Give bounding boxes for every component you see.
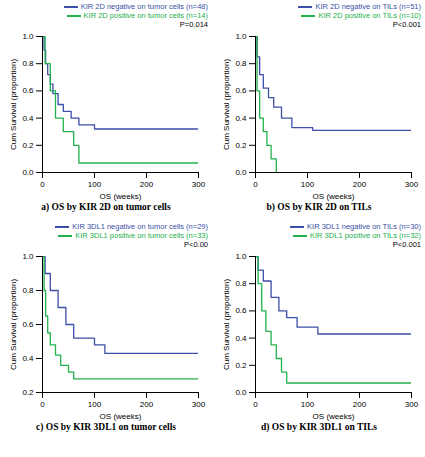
svg-text:0.6: 0.6 [22, 320, 34, 329]
svg-text:0: 0 [40, 400, 45, 409]
html-text:P=0.014: P=0.014 [179, 20, 208, 29]
svg-text:OS (weeks): OS (weeks) [313, 192, 355, 201]
html-text:c) OS by KIR 3DL1 on tumor cel: c) OS by KIR 3DL1 on tumor cells [36, 422, 176, 432]
svg-text:0.4: 0.4 [235, 334, 247, 343]
svg-text:300: 300 [405, 400, 419, 409]
svg-text:0.4: 0.4 [22, 354, 34, 363]
svg-text:0.8: 0.8 [22, 59, 34, 68]
svg-text:0: 0 [253, 400, 258, 409]
svg-text:200: 200 [140, 400, 154, 409]
html-text:a) OS by KIR 2D on tumor cells: a) OS by KIR 2D on tumor cells [41, 202, 171, 212]
svg-text:200: 200 [353, 400, 367, 409]
html-text:KIR 3DL1 positive on tumor cel: KIR 3DL1 positive on tumor cells (n=33) [75, 231, 208, 240]
html-text:KIR 3DL1 negative on TILs (n=3: KIR 3DL1 negative on TILs (n=30) [307, 222, 421, 231]
svg-text:100: 100 [88, 400, 102, 409]
svg-text:0: 0 [253, 180, 258, 189]
svg-text:100: 100 [88, 180, 102, 189]
html-text:P<0.00: P<0.00 [184, 240, 208, 249]
svg-text:0.8: 0.8 [235, 279, 247, 288]
svg-text:100: 100 [301, 180, 315, 189]
svg-text:OS (weeks): OS (weeks) [100, 192, 142, 201]
svg-text:0.6: 0.6 [235, 86, 247, 95]
svg-text:0.0: 0.0 [235, 168, 247, 177]
html-text:KIR 2D negative on tumor cells: KIR 2D negative on tumor cells (n=48) [80, 2, 208, 11]
svg-text:Cum Survival (proportion): Cum Survival (proportion) [9, 59, 18, 150]
html-text:b) OS by KIR 2D on TILs: b) OS by KIR 2D on TILs [266, 202, 372, 212]
html-text:P<0.001: P<0.001 [392, 240, 421, 249]
html-text:KIR 2D positive on tumor cells: KIR 2D positive on tumor cells (n=14) [83, 11, 208, 20]
html-text:P<0.001: P<0.001 [392, 20, 421, 29]
svg-text:Cum Survival (proportion): Cum Survival (proportion) [222, 59, 231, 150]
svg-text:300: 300 [192, 400, 206, 409]
svg-text:1.0: 1.0 [22, 252, 34, 261]
svg-text:300: 300 [405, 180, 419, 189]
svg-text:0: 0 [40, 180, 45, 189]
svg-text:200: 200 [140, 180, 154, 189]
html-text:KIR 3DL1 positive on TILs (n=3: KIR 3DL1 positive on TILs (n=32) [310, 231, 421, 240]
svg-text:Cum Survival (proportion): Cum Survival (proportion) [222, 279, 231, 370]
svg-text:0.8: 0.8 [235, 59, 247, 68]
svg-text:300: 300 [192, 180, 206, 189]
svg-text:OS (weeks): OS (weeks) [100, 412, 142, 421]
svg-text:100: 100 [301, 400, 315, 409]
svg-text:OS (weeks): OS (weeks) [313, 412, 355, 421]
html-text:KIR 2D negative on TILs (n=51): KIR 2D negative on TILs (n=51) [315, 2, 421, 11]
svg-text:0.6: 0.6 [235, 306, 247, 315]
svg-text:0.6: 0.6 [22, 86, 34, 95]
svg-text:0.2: 0.2 [22, 388, 34, 397]
svg-text:1.0: 1.0 [235, 32, 247, 41]
svg-text:0.8: 0.8 [22, 286, 34, 295]
svg-text:1.0: 1.0 [235, 252, 247, 261]
svg-text:0.2: 0.2 [235, 361, 247, 370]
html-text:KIR 2D positive on TILs (n=10): KIR 2D positive on TILs (n=10) [318, 11, 421, 20]
svg-text:0.0: 0.0 [235, 388, 247, 397]
svg-text:0.4: 0.4 [22, 114, 34, 123]
svg-text:0.2: 0.2 [22, 141, 34, 150]
svg-text:0.4: 0.4 [235, 114, 247, 123]
svg-text:0.2: 0.2 [235, 141, 247, 150]
svg-text:Cum Survival (proportion): Cum Survival (proportion) [9, 279, 18, 370]
svg-text:1.0: 1.0 [22, 32, 34, 41]
svg-text:0.0: 0.0 [22, 168, 34, 177]
svg-text:200: 200 [353, 180, 367, 189]
html-text:KIR 3DL1 negative on tumor cel: KIR 3DL1 negative on tumor cells (n=29) [72, 222, 208, 231]
html-text:d) OS by KIR 3DL1 on TILs: d) OS by KIR 3DL1 on TILs [261, 422, 377, 432]
